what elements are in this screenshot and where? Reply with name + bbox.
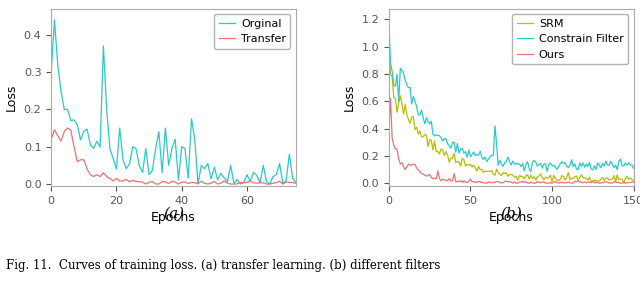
Constrain Filter	[627, 163, 634, 166]
Legend: SRM, Constrain Filter, Ours: SRM, Constrain Filter, Ours	[512, 14, 628, 64]
Ours	[630, 180, 637, 184]
Transfer	[63, 126, 71, 130]
Orginal	[136, 164, 143, 167]
Constrain Filter	[535, 163, 543, 166]
SRM	[504, 175, 512, 178]
SRM	[385, 48, 393, 51]
SRM	[630, 179, 637, 182]
Transfer	[47, 138, 55, 141]
SRM	[534, 175, 541, 179]
Constrain Filter	[558, 160, 566, 163]
Orginal	[211, 166, 218, 169]
Orginal	[74, 123, 81, 127]
Line: SRM: SRM	[389, 49, 634, 183]
Y-axis label: Loss: Loss	[5, 84, 18, 111]
Ours	[628, 180, 636, 184]
Orginal	[217, 172, 225, 175]
Line: Orginal: Orginal	[51, 20, 296, 184]
Ours	[387, 97, 394, 100]
Orginal	[292, 180, 300, 184]
Transfer	[292, 182, 300, 185]
Legend: Orginal, Transfer: Orginal, Transfer	[214, 14, 291, 49]
Ours	[543, 181, 551, 185]
Y-axis label: Loss: Loss	[343, 84, 356, 111]
Ours	[481, 181, 489, 185]
Orginal	[47, 70, 55, 74]
Constrain Filter	[385, 21, 393, 24]
Text: (b): (b)	[500, 206, 522, 220]
X-axis label: Epochs: Epochs	[151, 211, 196, 224]
Constrain Filter	[527, 170, 534, 173]
SRM	[540, 178, 548, 182]
Ours	[537, 181, 545, 184]
Ours	[385, 127, 393, 130]
Orginal	[250, 171, 257, 174]
Constrain Filter	[504, 155, 512, 159]
Transfer	[74, 160, 81, 163]
Constrain Filter	[541, 162, 549, 165]
X-axis label: Epochs: Epochs	[489, 211, 534, 224]
Constrain Filter	[630, 166, 637, 170]
Text: (a): (a)	[163, 206, 184, 220]
Transfer	[142, 182, 150, 186]
Ours	[559, 181, 567, 184]
Line: Constrain Filter: Constrain Filter	[389, 22, 634, 172]
Ours	[508, 180, 515, 184]
Transfer	[181, 180, 189, 184]
Transfer	[211, 180, 218, 183]
Line: Ours: Ours	[389, 99, 634, 183]
SRM	[472, 166, 479, 170]
Constrain Filter	[472, 154, 479, 157]
SRM	[627, 176, 634, 180]
Orginal	[51, 18, 58, 21]
Orginal	[194, 182, 202, 186]
Text: Fig. 11.  Curves of training loss. (a) transfer learning. (b) different filters: Fig. 11. Curves of training loss. (a) tr…	[6, 259, 441, 272]
SRM	[556, 178, 564, 181]
Transfer	[136, 180, 143, 184]
Transfer	[250, 181, 257, 184]
Ours	[473, 180, 481, 184]
Orginal	[178, 145, 186, 148]
Transfer	[217, 182, 225, 185]
SRM	[620, 181, 628, 185]
Line: Transfer: Transfer	[51, 128, 296, 184]
